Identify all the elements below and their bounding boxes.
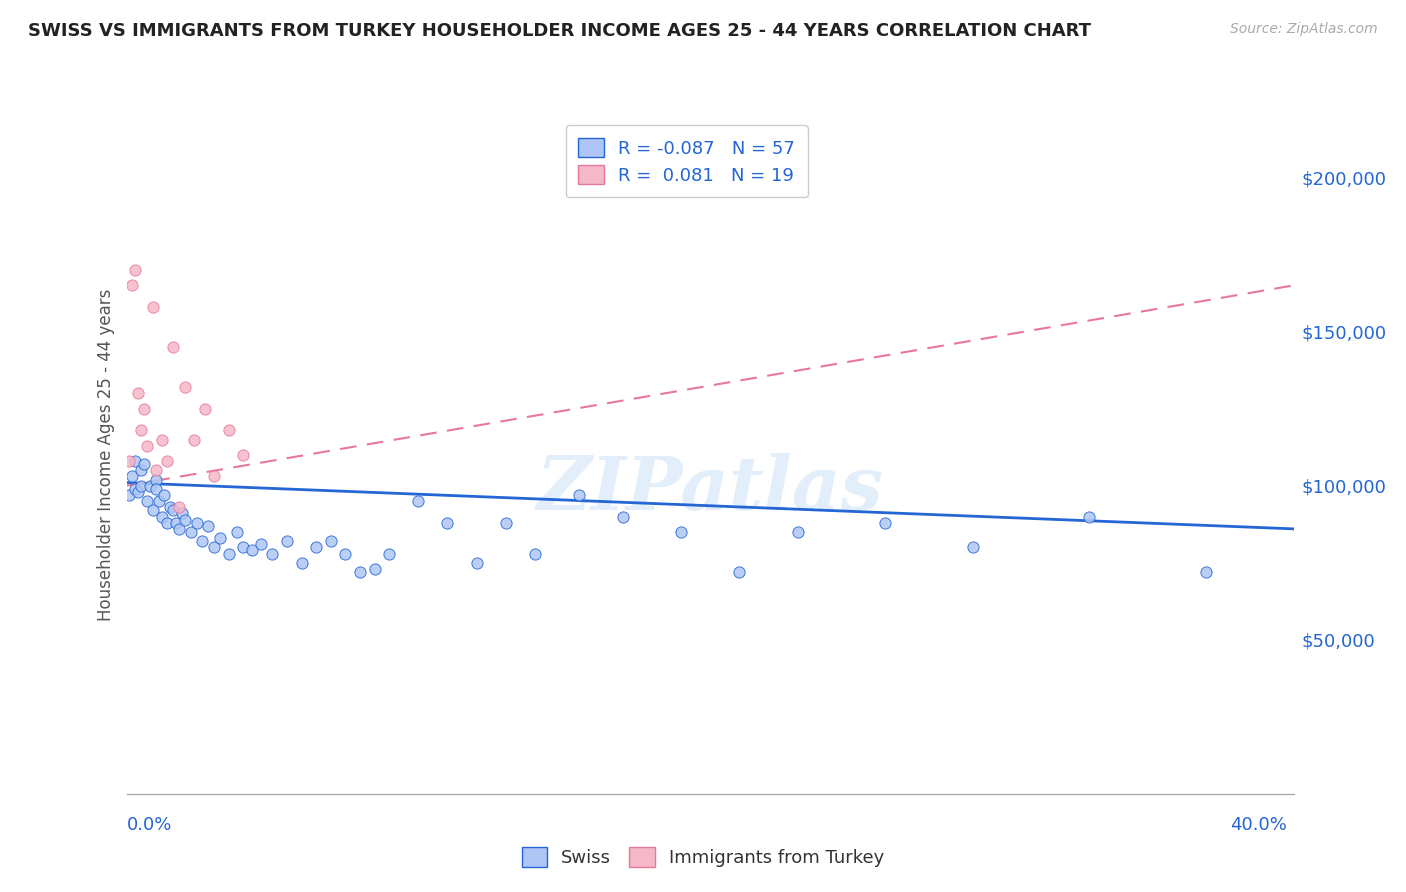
Point: [218, 547, 240, 561]
Point: [127, 484, 149, 499]
Point: [118, 488, 141, 502]
Point: [276, 534, 298, 549]
Point: [197, 518, 219, 533]
Point: [349, 565, 371, 579]
Point: [170, 507, 193, 521]
Point: [150, 433, 173, 447]
Point: [495, 516, 517, 530]
Point: [129, 479, 152, 493]
Point: [194, 401, 217, 416]
Point: [174, 380, 197, 394]
Point: [728, 565, 751, 579]
Point: [290, 556, 312, 570]
Legend: R = -0.087   N = 57, R =  0.081   N = 19: R = -0.087 N = 57, R = 0.081 N = 19: [565, 125, 807, 197]
Point: [129, 463, 152, 477]
Point: [129, 423, 152, 437]
Point: [136, 439, 159, 453]
Point: [124, 454, 146, 468]
Point: [305, 541, 328, 555]
Text: 0.0%: 0.0%: [127, 816, 172, 834]
Point: [150, 509, 173, 524]
Point: [124, 263, 146, 277]
Point: [1078, 509, 1101, 524]
Point: [180, 524, 202, 539]
Point: [162, 340, 184, 354]
Point: [156, 516, 179, 530]
Point: [335, 547, 357, 561]
Point: [875, 516, 897, 530]
Point: [568, 488, 591, 502]
Point: [121, 469, 143, 483]
Point: [524, 547, 547, 561]
Point: [240, 543, 263, 558]
Point: [208, 531, 231, 545]
Point: [786, 524, 808, 539]
Point: [183, 433, 205, 447]
Point: [121, 278, 143, 293]
Point: [249, 537, 271, 551]
Point: [142, 300, 165, 314]
Point: [156, 454, 179, 468]
Point: [142, 503, 165, 517]
Point: [124, 482, 146, 496]
Point: [262, 547, 284, 561]
Point: [465, 556, 488, 570]
Point: [1195, 565, 1218, 579]
Point: [136, 494, 159, 508]
Point: [202, 469, 225, 483]
Point: [145, 463, 167, 477]
Text: Source: ZipAtlas.com: Source: ZipAtlas.com: [1230, 22, 1378, 37]
Text: SWISS VS IMMIGRANTS FROM TURKEY HOUSEHOLDER INCOME AGES 25 - 44 YEARS CORRELATIO: SWISS VS IMMIGRANTS FROM TURKEY HOUSEHOL…: [28, 22, 1091, 40]
Point: [319, 534, 342, 549]
Point: [153, 488, 176, 502]
Point: [139, 479, 162, 493]
Point: [232, 541, 254, 555]
Point: [145, 473, 167, 487]
Text: ZIPatlas: ZIPatlas: [537, 452, 883, 525]
Point: [363, 562, 385, 576]
Point: [378, 547, 401, 561]
Point: [132, 401, 155, 416]
Point: [162, 503, 184, 517]
Point: [408, 494, 430, 508]
Point: [962, 541, 984, 555]
Point: [436, 516, 458, 530]
Point: [127, 386, 149, 401]
Point: [145, 482, 167, 496]
Point: [612, 509, 634, 524]
Point: [165, 516, 187, 530]
Point: [174, 513, 197, 527]
Point: [186, 516, 208, 530]
Point: [218, 423, 240, 437]
Point: [118, 454, 141, 468]
Point: [669, 524, 692, 539]
Point: [148, 494, 170, 508]
Legend: Swiss, Immigrants from Turkey: Swiss, Immigrants from Turkey: [515, 839, 891, 874]
Point: [167, 500, 190, 515]
Point: [226, 524, 249, 539]
Point: [191, 534, 214, 549]
Point: [202, 541, 225, 555]
Y-axis label: Householder Income Ages 25 - 44 years: Householder Income Ages 25 - 44 years: [97, 289, 115, 621]
Point: [159, 500, 181, 515]
Point: [167, 522, 190, 536]
Point: [132, 457, 155, 471]
Text: 40.0%: 40.0%: [1230, 816, 1286, 834]
Point: [232, 448, 254, 462]
